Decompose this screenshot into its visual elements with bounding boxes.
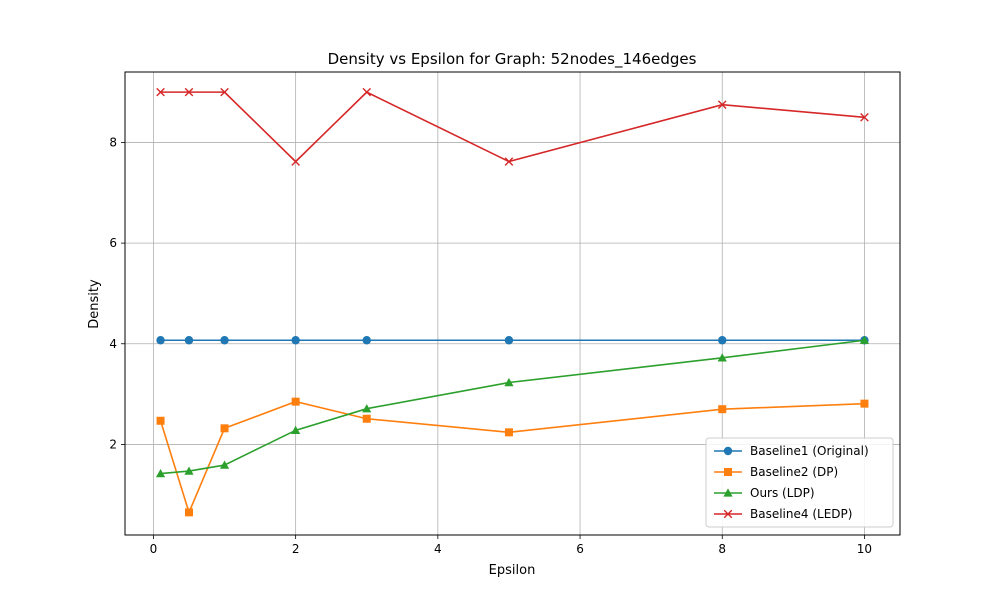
- chart-title: Density vs Epsilon for Graph: 52nodes_14…: [328, 50, 697, 69]
- legend-entry: Ours (LDP): [714, 486, 815, 500]
- x-marker-stroke: [860, 112, 869, 122]
- data-point: [184, 87, 194, 97]
- data-point: [156, 87, 165, 97]
- data-point: [291, 336, 300, 345]
- plot-frame: [124, 71, 901, 536]
- legend-entry: Baseline1 (Original): [714, 444, 869, 458]
- series-1: [156, 336, 869, 345]
- legend-entry: Baseline2 (DP): [714, 465, 838, 479]
- data-point: [362, 336, 371, 345]
- legend-marker: [723, 509, 733, 519]
- x-marker-stroke: [362, 87, 372, 97]
- data-point: [155, 469, 166, 478]
- data-point: [184, 508, 193, 517]
- legend-label: Baseline4 (LEDP): [750, 507, 852, 521]
- x-marker-stroke: [184, 87, 194, 97]
- y-tick-label: 2: [109, 437, 117, 451]
- legend-marker: [724, 468, 732, 476]
- legend: Baseline1 (Original) Baseline2 (DP) Ours (…: [705, 437, 894, 528]
- data-point: [291, 157, 300, 166]
- legend-label: Baseline1 (Original): [750, 444, 869, 458]
- x-marker-stroke: [504, 157, 514, 166]
- x-tick-label: 8: [718, 542, 726, 556]
- series-4: [156, 87, 869, 166]
- data-point: [362, 414, 371, 423]
- data-point: [362, 87, 372, 97]
- data-point: [860, 112, 869, 122]
- legend-marker: [723, 488, 733, 497]
- x-tick-label: 4: [434, 542, 442, 556]
- x-marker-stroke: [156, 87, 165, 97]
- series-line: [160, 91, 865, 163]
- y-tick-label: 8: [109, 135, 117, 149]
- series-2: [156, 397, 869, 517]
- data-point: [362, 404, 372, 413]
- x-marker-stroke: [291, 157, 300, 166]
- data-point: [220, 336, 229, 345]
- data-point: [184, 336, 194, 345]
- x-marker-stroke: [723, 509, 733, 519]
- data-point: [220, 87, 229, 97]
- x-tick-label: 0: [150, 542, 158, 556]
- x-marker-stroke: [717, 100, 727, 110]
- series-line: [159, 400, 865, 515]
- y-tick-label: 6: [109, 236, 117, 250]
- data-point: [156, 336, 165, 345]
- data-point: [184, 466, 194, 475]
- x-tick-label: 6: [576, 542, 584, 556]
- x-tick-label: 10: [857, 542, 872, 556]
- data-point: [718, 405, 727, 414]
- x-marker-stroke: [220, 87, 229, 97]
- series-layer: [155, 87, 870, 517]
- data-point: [717, 353, 727, 362]
- x-tick-label: 2: [292, 542, 300, 556]
- data-point: [859, 335, 870, 344]
- data-point: [220, 424, 229, 433]
- y-tick-label: 4: [109, 337, 117, 351]
- data-point: [156, 416, 165, 425]
- data-point: [504, 157, 514, 166]
- data-point: [291, 397, 300, 406]
- legend-marker: [723, 446, 733, 456]
- axis-ticks: 0 2 4 6 8 10 2 4 6 8: [109, 135, 872, 556]
- data-point: [717, 100, 727, 110]
- legend-entry: Baseline4 (LEDP): [714, 507, 852, 521]
- data-point: [718, 336, 727, 345]
- data-point: [504, 428, 513, 437]
- data-point: [291, 425, 301, 435]
- y-axis-title: Density: [87, 279, 102, 329]
- legend-label: Ours (LDP): [750, 486, 815, 500]
- data-point: [219, 460, 230, 469]
- series-3: [155, 335, 870, 478]
- data-point: [860, 399, 869, 408]
- legend-box: [705, 437, 894, 528]
- data-point: [504, 336, 514, 345]
- data-point: [504, 377, 514, 387]
- series-line: [160, 339, 865, 475]
- grid: [125, 72, 900, 535]
- x-axis-title: Epsilon: [489, 563, 536, 578]
- legend-label: Baseline2 (DP): [750, 465, 838, 479]
